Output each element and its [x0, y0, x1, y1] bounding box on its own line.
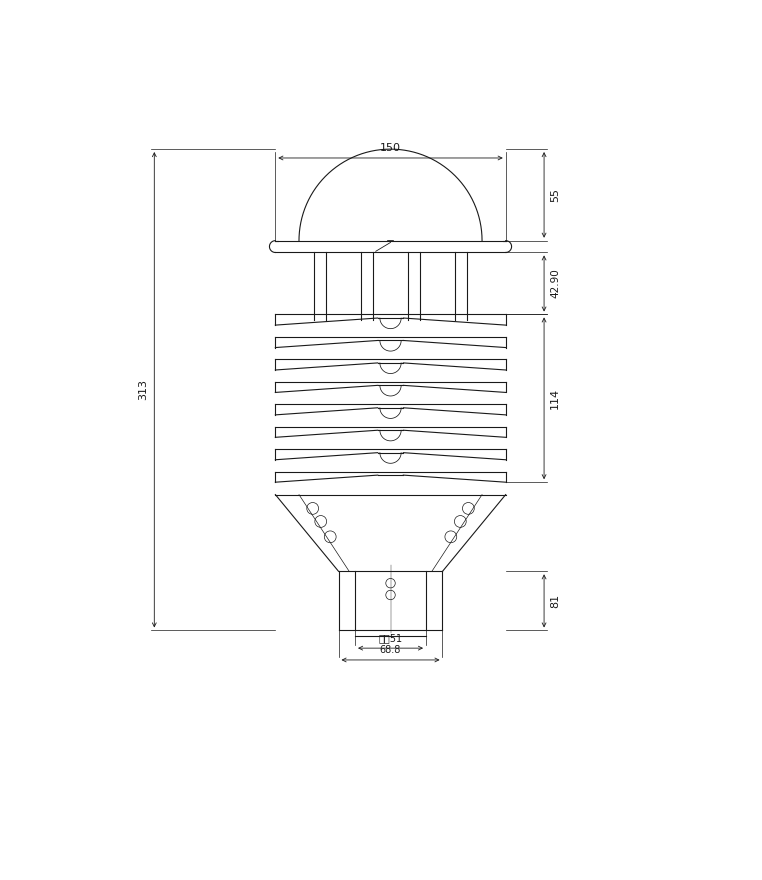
Text: 42.90: 42.90 [550, 268, 560, 298]
Text: 55: 55 [550, 188, 560, 202]
Text: 68.8: 68.8 [379, 645, 402, 656]
Text: 81: 81 [550, 594, 560, 608]
Text: 114: 114 [550, 388, 560, 409]
Text: 313: 313 [139, 379, 149, 400]
Text: 内径51: 内径51 [379, 634, 402, 643]
Text: 150: 150 [380, 143, 401, 153]
